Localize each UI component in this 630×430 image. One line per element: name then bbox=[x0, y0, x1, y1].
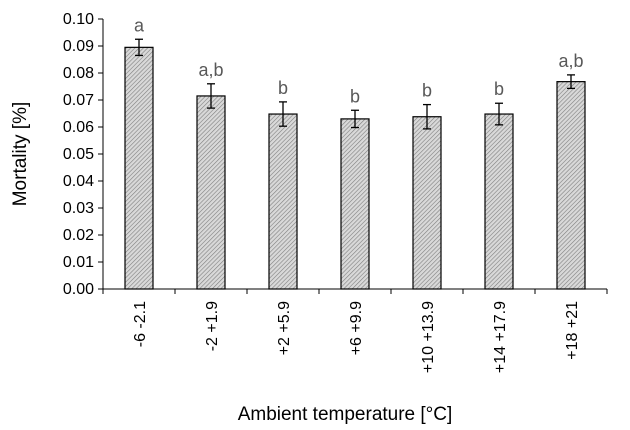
y-tick-label: 0.01 bbox=[63, 254, 94, 271]
category-label: -2 +1.9 bbox=[204, 301, 221, 351]
category-label: +10 +13.9 bbox=[420, 301, 437, 373]
category-label: +2 +5.9 bbox=[276, 301, 293, 355]
bar bbox=[556, 81, 586, 290]
bar bbox=[340, 118, 370, 290]
y-tick-label: 0.07 bbox=[63, 92, 94, 109]
category-label: -6 -2.1 bbox=[132, 301, 149, 347]
bar bbox=[268, 113, 298, 290]
significance-label: b bbox=[422, 81, 432, 101]
bar bbox=[124, 46, 154, 290]
significance-label: b bbox=[350, 86, 360, 106]
y-tick-label: 0.04 bbox=[63, 173, 94, 190]
y-tick-label: 0.05 bbox=[63, 146, 94, 163]
y-axis-title: Mortality [%] bbox=[10, 102, 31, 207]
bar bbox=[196, 95, 226, 290]
y-tick-label: 0.00 bbox=[63, 281, 94, 298]
significance-label: b bbox=[494, 79, 504, 99]
significance-label: a bbox=[134, 15, 145, 35]
y-tick-label: 0.03 bbox=[63, 200, 94, 217]
y-tick-label: 0.02 bbox=[63, 227, 94, 244]
significance-label: a,b bbox=[198, 60, 223, 80]
x-axis-title: Ambient temperature [°C] bbox=[238, 404, 453, 425]
category-label: +18 +21 bbox=[564, 301, 581, 360]
category-label: +6 +9.9 bbox=[348, 301, 365, 355]
y-tick-label: 0.10 bbox=[63, 11, 94, 28]
bar bbox=[412, 116, 442, 290]
category-label: +14 +17.9 bbox=[492, 301, 509, 373]
y-tick-label: 0.08 bbox=[63, 65, 94, 82]
significance-label: b bbox=[278, 78, 288, 98]
significance-label: a,b bbox=[558, 51, 583, 71]
y-tick-label: 0.09 bbox=[63, 38, 94, 55]
bar bbox=[484, 113, 514, 290]
y-tick-label: 0.06 bbox=[63, 119, 94, 136]
